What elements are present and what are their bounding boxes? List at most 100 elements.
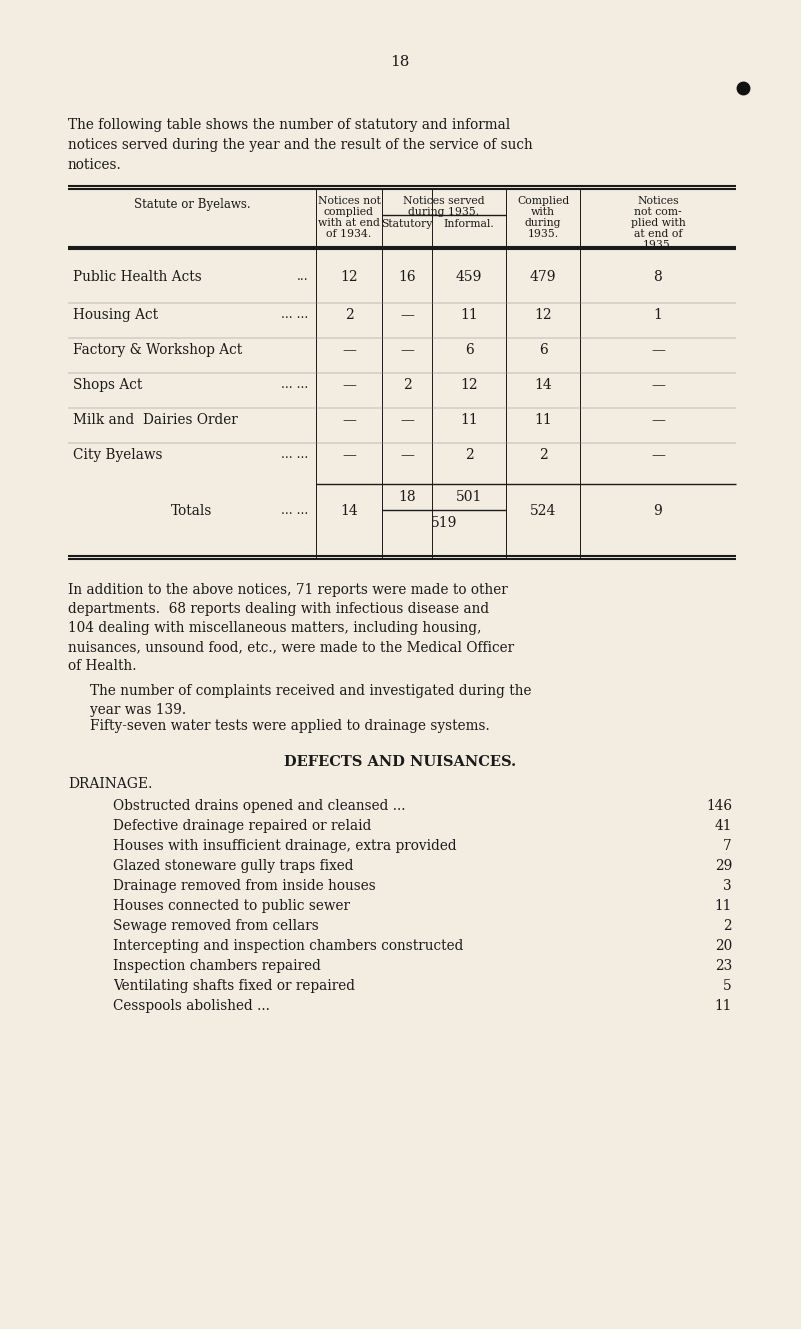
Text: departments.  68 reports dealing with infectious disease and: departments. 68 reports dealing with inf…	[68, 602, 489, 617]
Text: plied with: plied with	[630, 218, 686, 229]
Text: Notices not: Notices not	[317, 195, 380, 206]
Text: Housing Act: Housing Act	[73, 308, 158, 322]
Text: Houses with insufficient drainage, extra provided: Houses with insufficient drainage, extra…	[113, 839, 457, 853]
Text: 5: 5	[723, 979, 732, 993]
Text: 11: 11	[534, 413, 552, 427]
Text: DEFECTS AND NUISANCES.: DEFECTS AND NUISANCES.	[284, 755, 516, 769]
Text: Notices: Notices	[637, 195, 678, 206]
Text: Obstructed drains opened and cleansed ...: Obstructed drains opened and cleansed ..…	[113, 799, 405, 813]
Text: —: —	[400, 308, 414, 322]
Text: during 1935.: during 1935.	[409, 207, 480, 217]
Text: 6: 6	[465, 343, 473, 358]
Text: Intercepting and inspection chambers constructed: Intercepting and inspection chambers con…	[113, 940, 463, 953]
Text: at end of: at end of	[634, 229, 682, 239]
Text: Shops Act: Shops Act	[73, 377, 143, 392]
Text: 2: 2	[403, 377, 412, 392]
Text: The following table shows the number of statutory and informal: The following table shows the number of …	[68, 118, 510, 132]
Text: Notices served: Notices served	[403, 195, 485, 206]
Text: Ventilating shafts fixed or repaired: Ventilating shafts fixed or repaired	[113, 979, 355, 993]
Text: with: with	[531, 207, 555, 217]
Text: 11: 11	[460, 308, 478, 322]
Text: 479: 479	[529, 270, 556, 284]
Text: year was 139.: year was 139.	[90, 703, 186, 718]
Text: —: —	[342, 343, 356, 358]
Text: 2: 2	[344, 308, 353, 322]
Text: 501: 501	[456, 490, 482, 504]
Text: ... ...: ... ...	[280, 504, 308, 517]
Text: Milk and  Dairies Order: Milk and Dairies Order	[73, 413, 238, 427]
Text: 146: 146	[706, 799, 732, 813]
Text: 2: 2	[465, 448, 473, 462]
Text: 3: 3	[723, 878, 732, 893]
Text: complied: complied	[324, 207, 374, 217]
Text: 1: 1	[654, 308, 662, 322]
Text: —: —	[400, 343, 414, 358]
Text: nuisances, unsound food, etc., were made to the Medical Officer: nuisances, unsound food, etc., were made…	[68, 641, 514, 654]
Text: 1935.: 1935.	[642, 241, 674, 250]
Text: Totals: Totals	[171, 504, 213, 518]
Text: Statute or Byelaws.: Statute or Byelaws.	[134, 198, 250, 211]
Text: 16: 16	[398, 270, 416, 284]
Text: Glazed stoneware gully traps fixed: Glazed stoneware gully traps fixed	[113, 859, 353, 873]
Text: Inspection chambers repaired: Inspection chambers repaired	[113, 960, 321, 973]
Text: —: —	[651, 377, 665, 392]
Text: of Health.: of Health.	[68, 659, 136, 672]
Text: —: —	[400, 448, 414, 462]
Text: 12: 12	[534, 308, 552, 322]
Text: ... ...: ... ...	[280, 308, 308, 322]
Text: during: during	[525, 218, 562, 229]
Text: Drainage removed from inside houses: Drainage removed from inside houses	[113, 878, 376, 893]
Text: DRAINAGE.: DRAINAGE.	[68, 777, 152, 791]
Text: not com-: not com-	[634, 207, 682, 217]
Text: 11: 11	[460, 413, 478, 427]
Text: 23: 23	[714, 960, 732, 973]
Text: 2: 2	[538, 448, 547, 462]
Text: 18: 18	[390, 54, 409, 69]
Text: Informal.: Informal.	[444, 219, 494, 229]
Text: of 1934.: of 1934.	[326, 229, 372, 239]
Text: with at end: with at end	[318, 218, 380, 229]
Text: 11: 11	[714, 898, 732, 913]
Text: 12: 12	[461, 377, 478, 392]
Text: —: —	[400, 413, 414, 427]
Text: notices.: notices.	[68, 158, 122, 171]
Text: 6: 6	[538, 343, 547, 358]
Text: —: —	[651, 448, 665, 462]
Text: Cesspools abolished ...: Cesspools abolished ...	[113, 999, 270, 1013]
Text: Factory & Workshop Act: Factory & Workshop Act	[73, 343, 242, 358]
Text: 14: 14	[534, 377, 552, 392]
Text: The number of complaints received and investigated during the: The number of complaints received and in…	[90, 684, 532, 698]
Text: Complied: Complied	[517, 195, 570, 206]
Text: 1935.: 1935.	[527, 229, 558, 239]
Text: Fifty-seven water tests were applied to drainage systems.: Fifty-seven water tests were applied to …	[90, 719, 489, 734]
Text: —: —	[342, 413, 356, 427]
Text: 459: 459	[456, 270, 482, 284]
Text: —: —	[342, 448, 356, 462]
Text: 11: 11	[714, 999, 732, 1013]
Text: 8: 8	[654, 270, 662, 284]
Text: 2: 2	[723, 918, 732, 933]
Text: —: —	[651, 413, 665, 427]
Text: Statutory: Statutory	[381, 219, 433, 229]
Text: 9: 9	[654, 504, 662, 518]
Text: In addition to the above notices, 71 reports were made to other: In addition to the above notices, 71 rep…	[68, 583, 508, 597]
Text: Defective drainage repaired or relaid: Defective drainage repaired or relaid	[113, 819, 372, 833]
Text: ...: ...	[296, 270, 308, 283]
Text: ... ...: ... ...	[280, 448, 308, 461]
Text: 524: 524	[529, 504, 556, 518]
Text: Sewage removed from cellars: Sewage removed from cellars	[113, 918, 319, 933]
Text: Houses connected to public sewer: Houses connected to public sewer	[113, 898, 350, 913]
Text: —: —	[651, 343, 665, 358]
Text: 12: 12	[340, 270, 358, 284]
Text: Public Health Acts: Public Health Acts	[73, 270, 202, 284]
Text: notices served during the year and the result of the service of such: notices served during the year and the r…	[68, 138, 533, 152]
Text: 519: 519	[431, 516, 457, 530]
Text: 14: 14	[340, 504, 358, 518]
Text: 41: 41	[714, 819, 732, 833]
Text: 29: 29	[714, 859, 732, 873]
Text: 7: 7	[723, 839, 732, 853]
Text: —: —	[342, 377, 356, 392]
Text: 18: 18	[398, 490, 416, 504]
Text: 20: 20	[714, 940, 732, 953]
Text: 104 dealing with miscellaneous matters, including housing,: 104 dealing with miscellaneous matters, …	[68, 621, 481, 635]
